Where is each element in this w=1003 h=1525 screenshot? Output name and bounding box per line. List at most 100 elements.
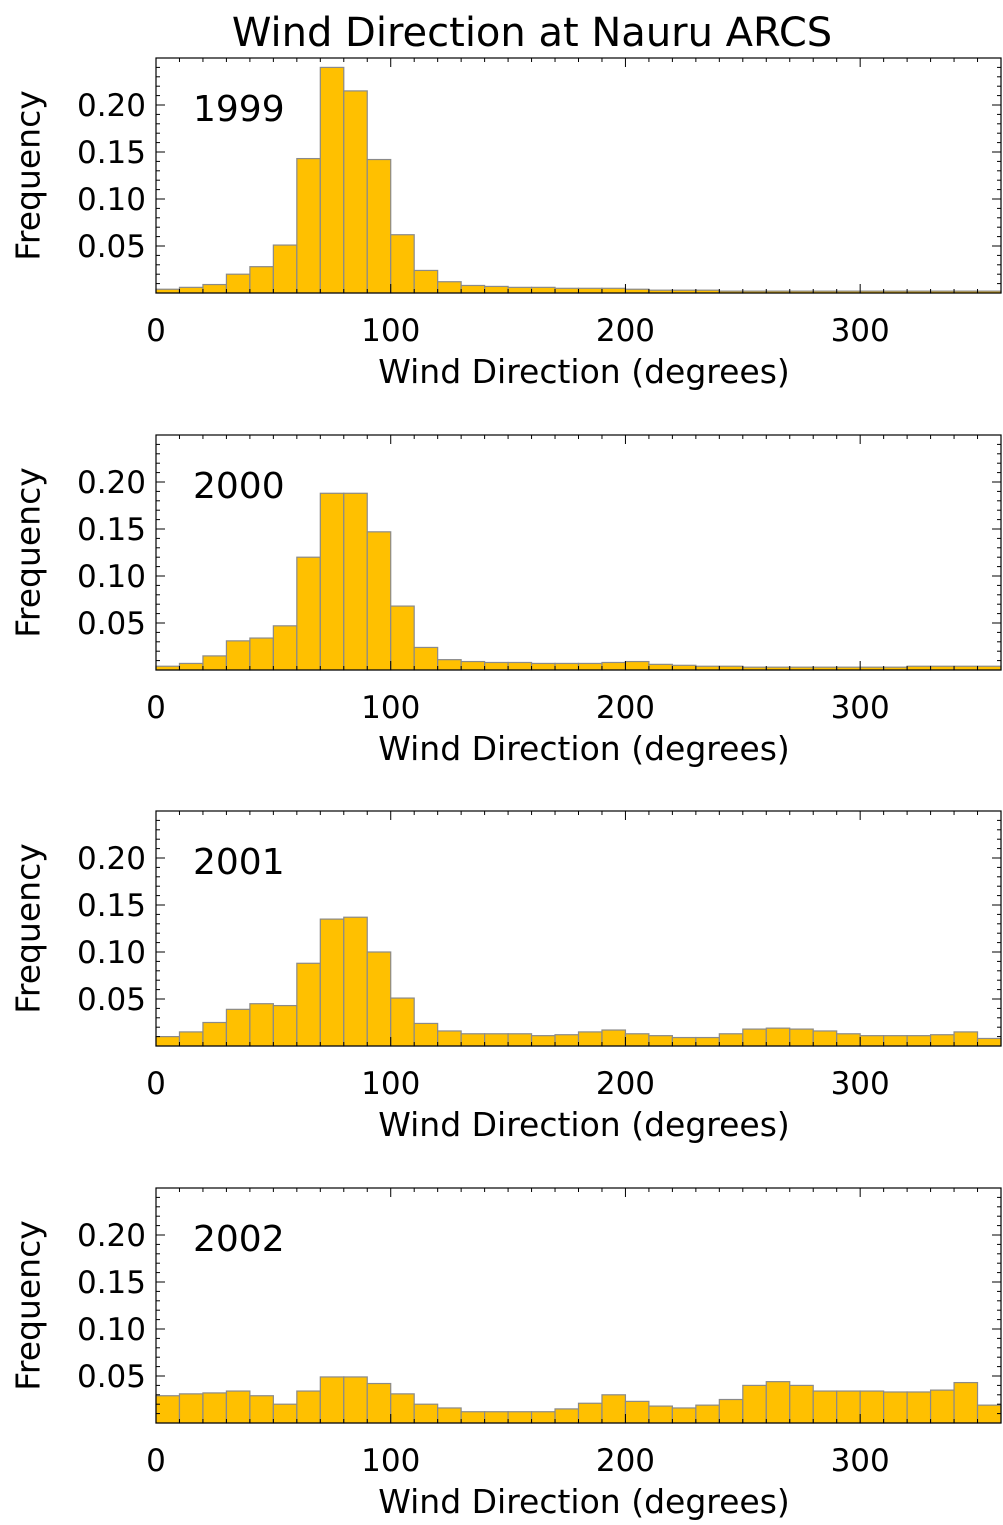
bar (178, 1393, 204, 1424)
bar (718, 1033, 744, 1047)
bar (671, 1407, 697, 1424)
x-axis-label: Wind Direction (degrees) (378, 1105, 790, 1144)
bar (202, 655, 228, 671)
bar (530, 1411, 556, 1424)
x-tick-label: 0 (146, 690, 166, 726)
bar (390, 234, 415, 294)
bar (812, 1390, 838, 1424)
x-axis-label: Wind Direction (degrees) (378, 729, 790, 768)
y-tick-label: 0.10 (77, 182, 146, 218)
bar (906, 1035, 932, 1047)
x-tick-label: 0 (146, 1443, 166, 1479)
bar (225, 1390, 251, 1424)
bar (601, 1029, 627, 1047)
bar (437, 1030, 462, 1047)
year-annotation: 1999 (193, 89, 285, 130)
y-tick-label: 0.15 (77, 888, 146, 924)
panel-2001: 0 100 200 300 0.05 0.10 0.15 0.20 Wind Direction… (9, 810, 1002, 1144)
bar (789, 1028, 814, 1047)
bar (953, 1381, 979, 1424)
bar (225, 1008, 251, 1047)
y-axis-label: Frequency (9, 1220, 48, 1390)
bar (836, 1390, 861, 1424)
bar (742, 1028, 767, 1047)
bar (319, 918, 345, 1047)
bar (624, 660, 650, 671)
bar (460, 660, 486, 671)
bar (601, 1394, 627, 1424)
bar (390, 1393, 415, 1424)
bar (484, 1411, 509, 1424)
bar (718, 1398, 744, 1424)
bar (577, 662, 603, 671)
bar (319, 1376, 345, 1424)
x-axis-label: Wind Direction (degrees) (378, 352, 790, 391)
bar (929, 1034, 955, 1047)
bar (272, 1403, 298, 1424)
x-tick-label: 200 (596, 313, 655, 349)
bar (366, 951, 392, 1047)
bar (859, 1035, 885, 1047)
year-annotation: 2000 (193, 466, 285, 507)
bar (484, 1033, 509, 1047)
bar (343, 916, 368, 1047)
y-tick-label: 0.05 (77, 982, 146, 1018)
bar (155, 1035, 181, 1047)
y-tick-label: 0.20 (77, 1218, 146, 1254)
bar (460, 1033, 486, 1047)
bar (577, 287, 603, 294)
x-tick-label: 100 (361, 1443, 420, 1479)
x-tick-label: 300 (831, 1443, 890, 1479)
bar (460, 1411, 486, 1424)
bar (530, 1035, 556, 1047)
x-tick-label: 300 (831, 313, 890, 349)
bar (507, 661, 533, 671)
bar (343, 492, 368, 671)
bar (812, 1030, 838, 1047)
bar (319, 492, 345, 671)
panel-2002: 0 100 200 300 0.05 0.10 0.15 0.20 Wind Direction… (9, 1187, 1002, 1521)
bar (601, 661, 627, 671)
x-tick-label: 100 (361, 690, 420, 726)
bar (742, 1384, 767, 1424)
bar (249, 1003, 274, 1047)
y-tick-label: 0.10 (77, 559, 146, 595)
x-tick-label: 100 (361, 313, 420, 349)
bar (437, 1407, 462, 1424)
bar (530, 662, 556, 671)
x-tick-label: 200 (596, 1443, 655, 1479)
bar (202, 1392, 228, 1424)
bar (249, 1395, 274, 1424)
bar (695, 1404, 720, 1424)
bar (695, 1036, 720, 1047)
bar (249, 266, 274, 294)
panel-2000: 0 100 200 300 0.05 0.10 0.15 0.20 Wind Direction… (9, 434, 1002, 768)
bar (225, 273, 251, 294)
bar (484, 285, 509, 294)
bar (554, 1034, 580, 1047)
y-tick-label: 0.15 (77, 1265, 146, 1301)
bar (272, 625, 298, 671)
y-tick-label: 0.05 (77, 606, 146, 642)
bar (178, 1031, 204, 1047)
bar (202, 283, 228, 294)
bar (366, 158, 392, 294)
bar (976, 1037, 1002, 1047)
bar (953, 1031, 979, 1047)
bar (272, 1004, 298, 1047)
bar (530, 286, 556, 294)
bar (296, 962, 321, 1047)
x-tick-label: 300 (831, 690, 890, 726)
chart-title: Wind Direction at Nauru ARCS (232, 10, 832, 56)
bar (296, 1390, 321, 1424)
bar (648, 663, 673, 671)
y-tick-label: 0.10 (77, 1312, 146, 1348)
y-tick-label: 0.15 (77, 512, 146, 548)
bar (554, 662, 580, 671)
year-annotation: 2002 (193, 1219, 285, 1260)
bar (671, 1036, 697, 1047)
x-tick-label: 200 (596, 690, 655, 726)
bar (648, 1405, 673, 1424)
bar (507, 1411, 533, 1424)
